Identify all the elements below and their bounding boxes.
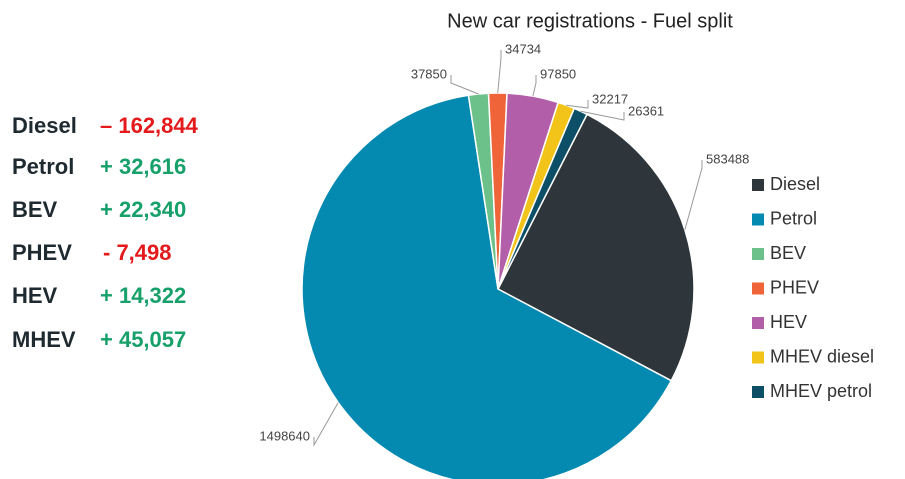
data-label: 37850 (411, 66, 447, 81)
legend-swatch (752, 386, 764, 398)
change-value: + 45,057 (100, 327, 186, 352)
data-label: 97850 (540, 66, 576, 81)
change-label: BEV (12, 197, 58, 222)
leader-line (450, 75, 479, 95)
change-label: Diesel (12, 113, 77, 138)
data-label: 583488 (706, 151, 749, 166)
change-label: HEV (12, 283, 58, 308)
change-value: + 22,340 (100, 197, 186, 222)
leader-line (532, 75, 537, 97)
leader-line (580, 110, 625, 121)
legend-swatch (752, 213, 764, 226)
legend-label: MHEV diesel (770, 346, 874, 366)
legend-swatch (752, 282, 764, 295)
legend-label: MHEV petrol (770, 381, 872, 401)
legend-swatch (752, 248, 764, 260)
leader-line (566, 100, 589, 109)
leader-line (313, 402, 339, 447)
data-label: 34734 (505, 41, 541, 56)
change-label: Petrol (12, 154, 74, 179)
change-value: - 7,498 (103, 240, 172, 265)
leader-line (684, 160, 703, 231)
legend-swatch (752, 317, 764, 329)
data-label: 26361 (628, 103, 664, 118)
legend-label: Diesel (770, 174, 820, 194)
change-value: + 14,322 (100, 283, 186, 308)
data-label: 32217 (592, 91, 628, 106)
change-value: – 162,844 (100, 113, 199, 138)
legend-label: PHEV (770, 277, 819, 297)
change-value: + 32,616 (100, 154, 186, 179)
change-label: MHEV (12, 327, 76, 352)
legend-swatch (752, 351, 764, 364)
legend-label: HEV (770, 312, 807, 332)
leader-line (497, 50, 502, 94)
legend-swatch (752, 179, 764, 191)
legend-label: BEV (770, 243, 806, 263)
data-label: 1498640 (259, 428, 310, 443)
chart-title: New car registrations - Fuel split (447, 10, 733, 32)
change-label: PHEV (12, 240, 72, 265)
legend-label: Petrol (770, 208, 817, 228)
pie-slice (301, 94, 673, 479)
